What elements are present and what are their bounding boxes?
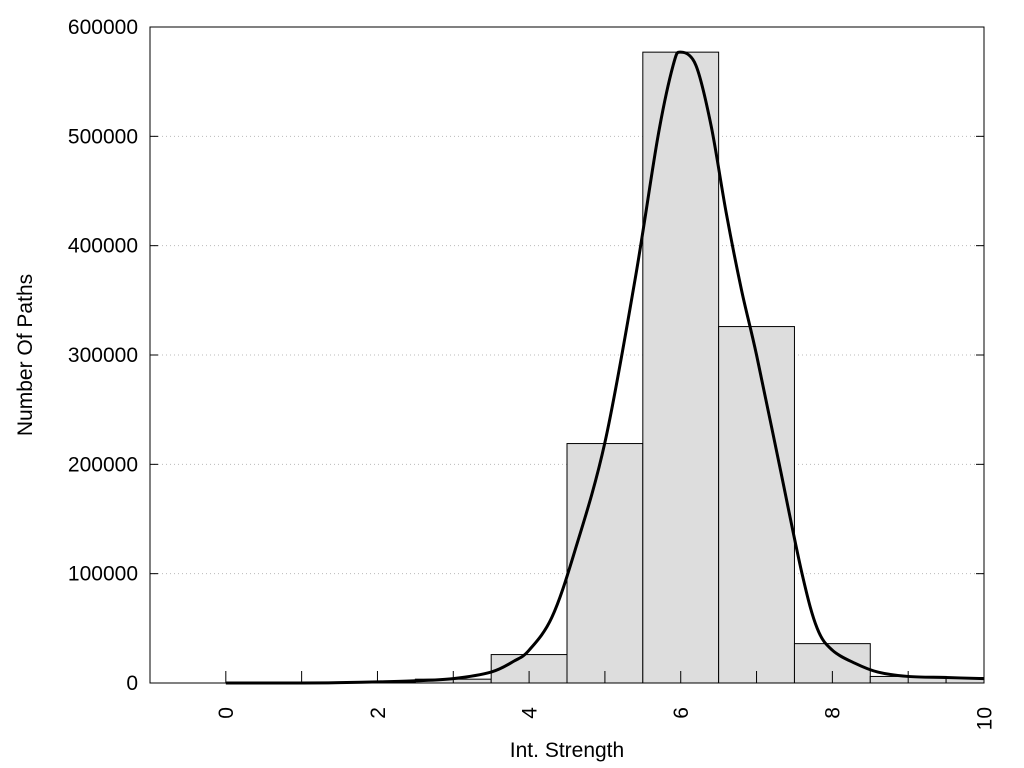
x-axis-title: Int. Strength [510,739,624,762]
y-tick-label: 200000 [68,453,138,476]
x-tick-label: 2 [367,707,390,719]
histogram-bar [566,443,644,684]
histogram-bar [718,326,795,684]
x-axis-ticks: 0 2 4 6 8 10 [215,671,996,730]
x-tick-label: 8 [822,707,845,719]
x-tick-label: 6 [670,707,693,719]
x-tick-label: 10 [973,707,996,730]
y-tick-label: 400000 [68,235,138,258]
histogram-bars [339,51,985,684]
y-axis-ticks: 0 100000 200000 300000 400000 500000 600000 [68,16,984,695]
density-curve-layer [225,50,985,685]
x-tick-label: 0 [215,707,238,719]
y-tick-label: 300000 [68,344,138,367]
density-curve [225,50,985,685]
histogram-bar [642,51,720,684]
y-tick-label: 0 [126,672,138,695]
y-axis-title: Number Of Paths [14,274,37,436]
x-tick-label: 4 [518,707,541,719]
y-tick-label: 600000 [68,16,138,39]
y-tick-label: 100000 [68,563,138,586]
y-tick-label: 500000 [68,125,138,148]
